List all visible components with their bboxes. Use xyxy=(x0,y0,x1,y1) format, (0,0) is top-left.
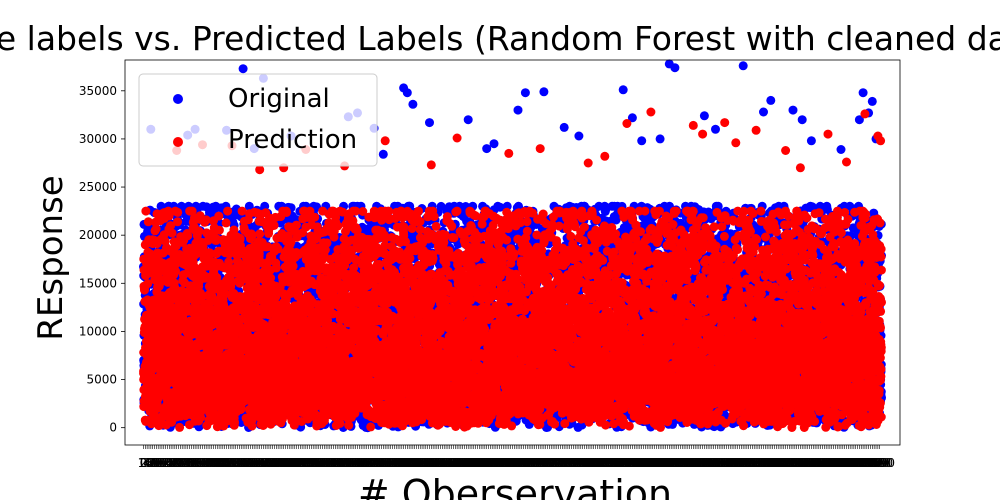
data-point-original xyxy=(244,201,254,211)
